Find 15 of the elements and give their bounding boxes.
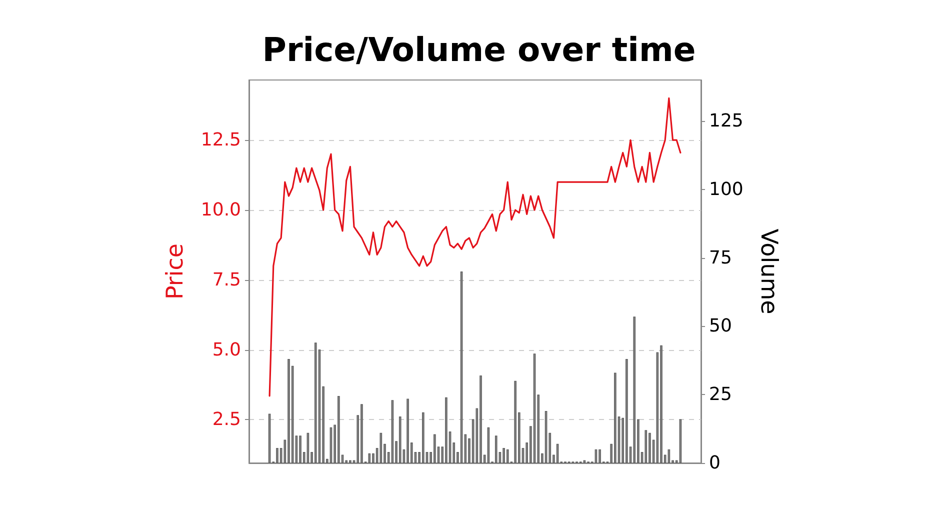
y2-tick-label: 50: [709, 316, 732, 337]
y2-tick-label: 75: [709, 247, 732, 268]
y-tick-label: 10.0: [200, 199, 241, 220]
y-tick-label: 12.5: [200, 130, 241, 151]
y2-tick-label: 0: [709, 452, 720, 474]
line-series: [268, 97, 682, 397]
y2-tick-label: 125: [709, 110, 744, 132]
chart-title: Price/Volume over time: [262, 30, 696, 69]
y2-tick-label: 100: [709, 178, 744, 200]
y-tick-label: 5.0: [212, 339, 241, 360]
y2-axis-title: Volume: [756, 228, 782, 314]
y-axis-title: Price: [162, 243, 188, 300]
y-tick-label: 7.5: [212, 269, 241, 290]
y2-tick-label: 25: [709, 384, 732, 406]
y-tick-label: 2.5: [212, 409, 241, 430]
